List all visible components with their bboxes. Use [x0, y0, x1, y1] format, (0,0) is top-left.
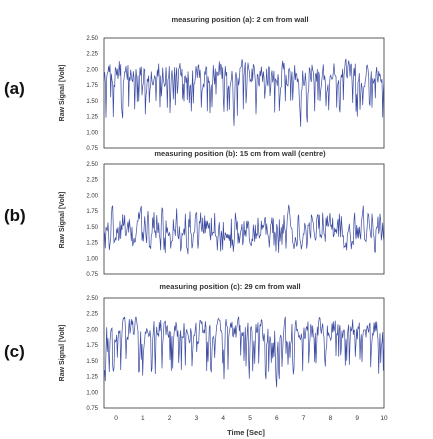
- x-axis-label: Time [Sec]: [227, 428, 265, 437]
- y-tick-label: 1.00: [86, 390, 98, 396]
- y-tick-label: 1.50: [86, 225, 98, 231]
- y-tick-label: 2.50: [86, 162, 98, 168]
- panel-a-title: measuring position (a): 2 cm from wall: [171, 15, 308, 24]
- panel-c-ylabel: Raw Signal [Volt]: [59, 325, 66, 382]
- x-tick-label: 6: [275, 415, 279, 422]
- y-tick-label: 1.00: [86, 130, 98, 136]
- panel-b-label: (b): [4, 206, 26, 225]
- x-tick-label: 7: [302, 415, 306, 422]
- panel-c: measuring position (c): 29 cm from wall …: [4, 282, 385, 412]
- y-tick-label: 2.50: [86, 36, 98, 42]
- panel-a-frame: [103, 37, 385, 149]
- y-tick-label: 1.75: [86, 209, 98, 215]
- x-tick-label: 4: [221, 415, 225, 422]
- y-tick-label: 0.75: [86, 146, 98, 152]
- x-tick-label: 1: [141, 415, 145, 422]
- panel-b: measuring position (b): 15 cm from wall …: [4, 149, 385, 278]
- panel-a: measuring position (a): 2 cm from wall (…: [4, 15, 385, 152]
- x-axis-ticks: 0 1 2 3 4 5 6 7 8 9 10: [114, 415, 388, 422]
- panel-c-title: measuring position (c): 29 cm from wall: [159, 282, 300, 291]
- y-tick-label: 2.00: [86, 193, 98, 199]
- y-tick-label: 2.25: [86, 178, 98, 184]
- panel-a-yticks: 2.50 2.25 2.00 1.75 1.50 1.25 1.00 0.75: [86, 36, 98, 152]
- x-tick-label: 10: [380, 415, 388, 422]
- panel-b-yticks: 2.50 2.25 2.00 1.75 1.50 1.25 1.00 0.75: [86, 162, 98, 278]
- panel-c-signal-line: [103, 316, 385, 388]
- y-tick-label: 2.00: [86, 67, 98, 73]
- panel-c-label: (c): [4, 342, 25, 361]
- x-tick-label: 8: [329, 415, 333, 422]
- y-tick-label: 2.50: [86, 296, 98, 302]
- y-tick-label: 1.75: [86, 343, 98, 349]
- panel-a-label: (a): [4, 79, 25, 98]
- y-tick-label: 1.25: [86, 115, 98, 121]
- y-tick-label: 2.00: [86, 327, 98, 333]
- panel-b-signal-line: [103, 204, 385, 255]
- y-tick-label: 1.50: [86, 99, 98, 105]
- panel-b-frame: [103, 163, 385, 275]
- y-tick-label: 1.25: [86, 241, 98, 247]
- y-tick-label: 0.75: [86, 406, 98, 412]
- y-tick-label: 0.75: [86, 272, 98, 278]
- y-tick-label: 2.25: [86, 312, 98, 318]
- y-tick-label: 1.75: [86, 83, 98, 89]
- x-tick-label: 0: [114, 415, 118, 422]
- y-tick-label: 1.00: [86, 256, 98, 262]
- panel-a-ylabel: Raw Signal [Volt]: [59, 65, 66, 122]
- panel-b-ylabel: Raw Signal [Volt]: [59, 192, 66, 249]
- y-tick-label: 2.25: [86, 52, 98, 58]
- panel-b-title: measuring position (b): 15 cm from wall …: [154, 149, 326, 158]
- x-tick-label: 2: [168, 415, 172, 422]
- panel-c-yticks: 2.50 2.25 2.00 1.75 1.50 1.25 1.00 0.75: [86, 296, 98, 412]
- y-tick-label: 1.50: [86, 359, 98, 365]
- y-tick-label: 1.25: [86, 375, 98, 381]
- x-tick-label: 3: [195, 415, 199, 422]
- panel-a-signal-line: [103, 58, 385, 127]
- x-tick-label: 9: [355, 415, 359, 422]
- x-tick-label: 5: [248, 415, 252, 422]
